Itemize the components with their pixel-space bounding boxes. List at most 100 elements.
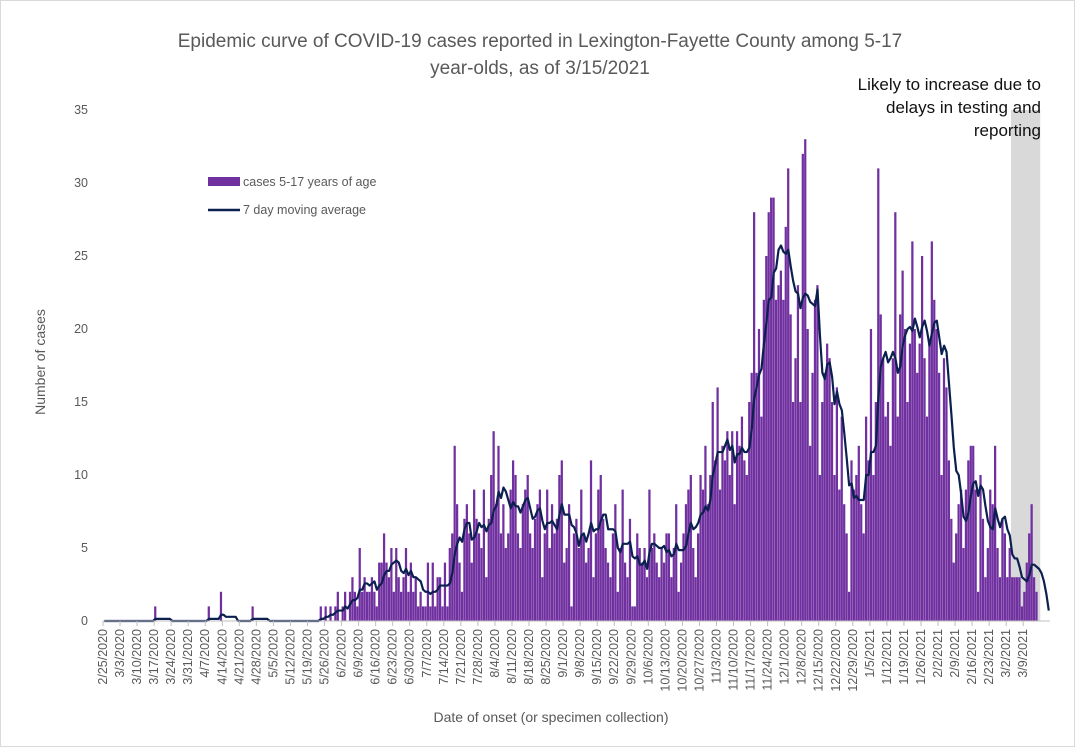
case-bar [477, 533, 481, 621]
bar-layer [154, 139, 1038, 622]
case-bar [667, 533, 671, 621]
case-bar [555, 518, 559, 621]
case-bar [658, 577, 661, 621]
x-tick-label: 3/31/2020 [181, 629, 195, 685]
case-bar [628, 518, 632, 621]
x-tick-label: 10/20/2020 [675, 629, 689, 692]
case-bar [723, 460, 727, 621]
case-bar [494, 504, 498, 621]
case-bar [774, 299, 778, 621]
case-bar [324, 606, 327, 621]
case-bar [468, 533, 471, 621]
x-tick-label: 3/17/2020 [147, 629, 161, 685]
x-axis-title: Date of onset (or specimen collection) [434, 709, 669, 725]
case-bar [886, 402, 890, 621]
case-bar [572, 533, 576, 621]
case-bar [826, 343, 829, 621]
case-bar [767, 212, 770, 621]
x-tick-label: 7/21/2020 [454, 629, 468, 685]
x-tick-label: 3/2/2021 [999, 629, 1013, 678]
case-bar [319, 606, 322, 621]
case-bar [752, 212, 756, 621]
case-bar [417, 606, 420, 621]
case-bar [879, 314, 882, 621]
case-bar [782, 299, 785, 621]
case-bar [1025, 562, 1028, 621]
case-bar [906, 402, 909, 621]
x-tick-label: 11/17/2020 [744, 629, 758, 691]
line-layer [104, 244, 1050, 623]
case-bar [670, 577, 673, 621]
case-bar [718, 489, 722, 621]
case-bar [979, 475, 982, 621]
case-bar [981, 518, 985, 621]
case-bar [692, 548, 695, 621]
case-bar [706, 504, 709, 621]
case-bar [738, 445, 741, 621]
x-tick-label: 2/2/2021 [931, 629, 945, 678]
case-bar [804, 139, 807, 621]
x-tick-label: 10/6/2020 [641, 629, 655, 685]
case-bar [526, 475, 529, 621]
case-bar [487, 518, 490, 621]
case-bar [587, 548, 590, 621]
case-bar [923, 358, 926, 621]
y-tick-label: 15 [74, 395, 88, 409]
y-tick-label: 0 [81, 614, 88, 628]
case-bar [363, 577, 366, 621]
case-bar [838, 489, 841, 621]
case-bar [891, 358, 895, 621]
case-bar [509, 489, 512, 621]
y-tick-label: 10 [74, 468, 88, 482]
case-bar [740, 416, 744, 621]
case-bar [375, 606, 378, 621]
case-bar [862, 533, 865, 621]
case-bar [441, 606, 444, 621]
y-tick-label: 35 [74, 103, 88, 117]
case-bar [935, 329, 938, 621]
case-bar [872, 475, 875, 621]
case-bar [823, 372, 826, 621]
case-bar [1008, 548, 1011, 621]
case-bar [665, 533, 668, 621]
case-bar [463, 518, 466, 621]
case-bar [507, 533, 510, 621]
case-bar [833, 475, 836, 621]
note-line-3: reporting [974, 121, 1041, 140]
case-bar [694, 577, 697, 621]
case-bar [733, 504, 736, 621]
case-bar [860, 504, 863, 621]
x-tick-label: 8/11/2020 [505, 629, 519, 684]
case-bar [219, 591, 223, 621]
x-tick-label: 9/1/2020 [556, 629, 570, 678]
case-bar [616, 591, 619, 621]
shade-layer [1011, 110, 1041, 621]
case-bar [994, 445, 997, 621]
case-bar [475, 518, 478, 621]
case-bar [582, 533, 585, 621]
case-bar [594, 533, 597, 621]
case-bar [455, 504, 459, 621]
case-bar [443, 562, 447, 621]
case-bar [867, 460, 870, 621]
case-bar [672, 548, 675, 621]
case-bar [762, 299, 765, 621]
case-bar [546, 489, 549, 621]
case-bar [502, 504, 505, 621]
case-bar [365, 591, 369, 621]
case-bar [701, 489, 705, 621]
x-tick-label: 9/29/2020 [624, 629, 638, 685]
case-bar [424, 606, 427, 621]
case-bar [641, 562, 644, 621]
case-bar [918, 343, 921, 621]
case-bar [818, 475, 821, 621]
legend-bar-label: cases 5-17 years of age [243, 175, 376, 189]
case-bar [585, 562, 588, 621]
x-tick-label: 3/24/2020 [164, 629, 178, 685]
case-bar [1003, 533, 1006, 621]
case-bar [1035, 591, 1038, 621]
x-tick-label: 9/22/2020 [607, 629, 621, 685]
x-tick-label: 1/19/2021 [897, 629, 911, 685]
case-bar [567, 504, 571, 621]
case-bar [550, 504, 554, 621]
